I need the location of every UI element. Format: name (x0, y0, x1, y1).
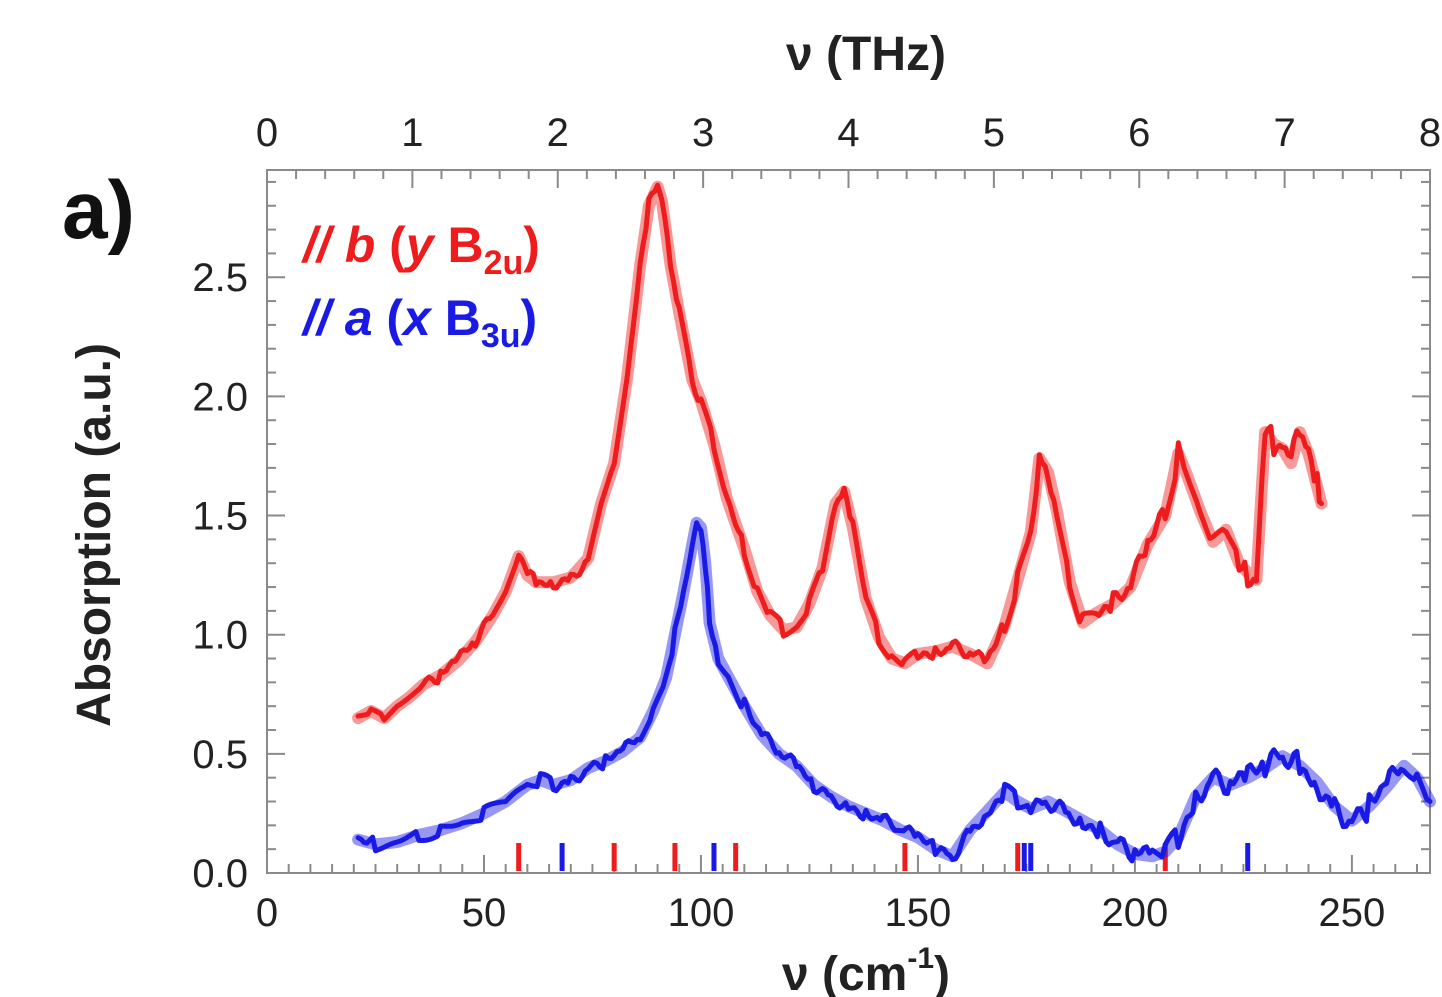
series-a-line (355, 520, 1433, 864)
x2-tick-label: 7 (1274, 111, 1296, 155)
x2-tick-label: 4 (837, 111, 859, 155)
data-series (352, 180, 1436, 864)
y-tick-label: 2.0 (192, 375, 248, 419)
x-tick-label: 100 (668, 891, 735, 935)
legend-b-coord: y (403, 217, 436, 273)
legend-entry-a: // a (x B3u) (301, 290, 537, 355)
legend-a-prefix: // (301, 290, 345, 346)
axis-ticks (266, 170, 1431, 874)
legend-b-sym: B (434, 217, 484, 273)
x-tick-label: 250 (1319, 891, 1386, 935)
legend-a-axis: a (345, 290, 373, 346)
x2-tick-label: 5 (983, 111, 1005, 155)
x2-tick-label: 0 (256, 111, 278, 155)
x-tick-label: 0 (256, 891, 278, 935)
x2-tick-label: 1 (401, 111, 423, 155)
bottom-axis-title-main: ν (cm (782, 948, 907, 997)
x2-tick-label: 2 (547, 111, 569, 155)
legend-a-close: ) (521, 290, 538, 346)
y-axis-title: Absorption (a.u.) (68, 343, 121, 727)
y-tick-label: 2.5 (192, 256, 248, 300)
series-b-line (355, 182, 1324, 723)
legend-b-axis: b (345, 217, 376, 273)
legend-b-open: ( (375, 217, 406, 273)
axis-tick-labels: 0 50 100 150 200 250 0 1 2 3 4 5 6 7 8 0.0 0.5 1.0 1.5 2.0 2… (192, 111, 1441, 935)
bottom-axis-title: ν (cm-1) (782, 942, 950, 997)
x-tick-label: 150 (885, 891, 952, 935)
y-tick-label: 1.5 (192, 495, 248, 539)
legend-entry-b: // b (y B2u) (301, 217, 540, 282)
legend: // b (y B2u) // a (x B3u) (301, 217, 540, 355)
x-tick-label: 200 (1102, 891, 1169, 935)
legend-b-prefix: // (301, 217, 345, 273)
x2-tick-label: 8 (1419, 111, 1441, 155)
legend-a-coord: x (400, 290, 433, 346)
x2-tick-label: 6 (1128, 111, 1150, 155)
legend-b-sub: 2u (484, 244, 524, 282)
y-tick-label: 0.5 (192, 733, 248, 777)
x-tick-label: 50 (462, 891, 507, 935)
y-tick-label: 0.0 (192, 852, 248, 896)
legend-b-close: ) (523, 217, 540, 273)
panel-label: a) (62, 165, 135, 256)
legend-a-open: ( (373, 290, 404, 346)
legend-a-sym: B (431, 290, 481, 346)
x2-tick-label: 3 (692, 111, 714, 155)
legend-a-sub: 3u (481, 317, 521, 355)
bottom-axis-title-close: ) (934, 948, 950, 997)
bottom-axis-title-sup: -1 (907, 942, 934, 975)
top-axis-title: ν (THz) (786, 28, 946, 81)
y-tick-label: 1.0 (192, 614, 248, 658)
